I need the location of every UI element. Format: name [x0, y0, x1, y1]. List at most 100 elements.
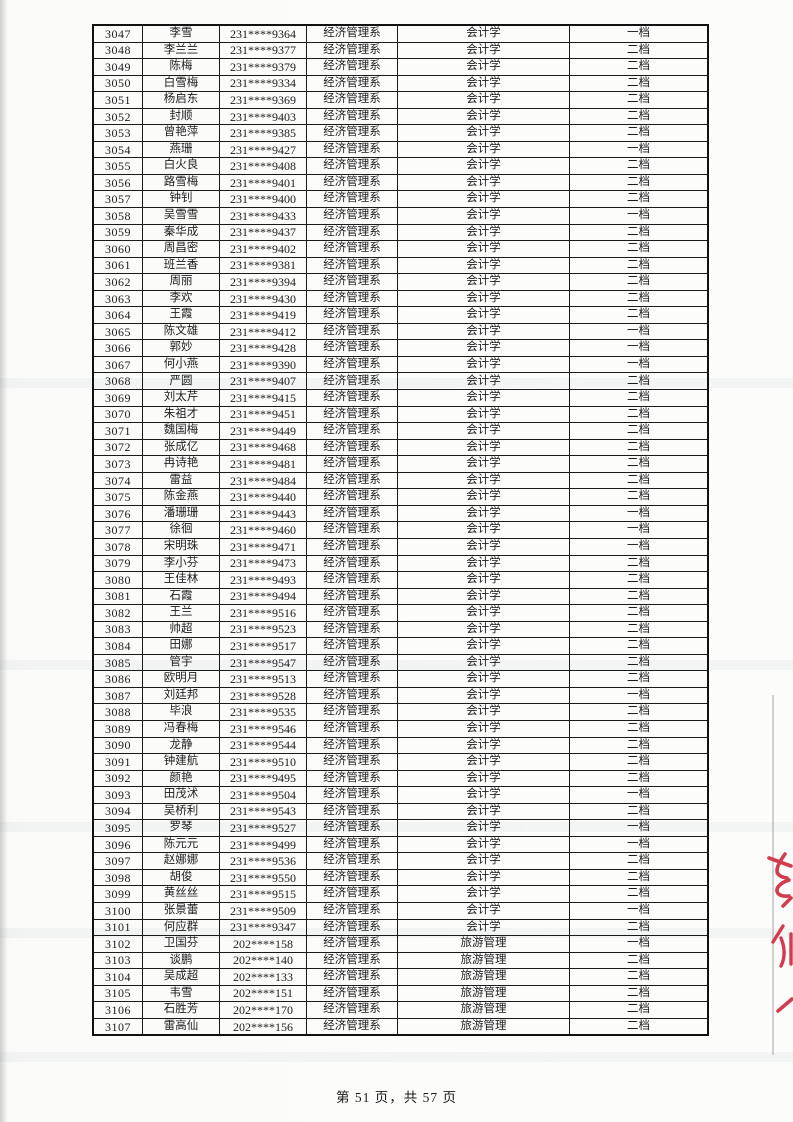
cell-masked-id-number: 231****9495	[219, 769, 307, 788]
cell-major: 会计学	[397, 537, 570, 556]
cell-major: 会计学	[397, 355, 570, 374]
cell-student-name: 李兰兰	[142, 41, 220, 60]
cell-student-name: 周昌密	[142, 240, 220, 258]
cell-masked-id-number: 231****9430	[219, 289, 307, 308]
table-row: 3049 陈梅 231****9379 经济管理系 会计学 二档	[92, 58, 709, 76]
cell-major: 会计学	[397, 107, 570, 126]
cell-masked-id-number: 231****9381	[219, 256, 307, 275]
cell-serial-number: 3078	[92, 537, 143, 556]
table-row: 3072 张成亿 231****9468 经济管理系 会计学 二档	[92, 438, 709, 457]
cell-department: 经济管理系	[306, 736, 398, 755]
cell-department: 经济管理系	[306, 769, 398, 788]
cell-serial-number: 3051	[92, 91, 143, 109]
cell-department: 经济管理系	[306, 852, 398, 870]
cell-masked-id-number: 231****9369	[219, 91, 307, 109]
table-row: 3085 管宇 231****9547 经济管理系 会计学 二档	[92, 653, 709, 672]
cell-masked-id-number: 231****9504	[219, 786, 307, 804]
cell-serial-number: 3080	[92, 571, 143, 589]
cell-department: 经济管理系	[306, 504, 398, 523]
cell-major: 会计学	[397, 405, 570, 424]
cell-tier: 二档	[569, 58, 709, 76]
table-row: 3054 燕珊 231****9427 经济管理系 会计学 一档	[92, 140, 709, 159]
cell-tier: 二档	[569, 653, 709, 672]
cell-student-name: 雷高仙	[142, 1017, 220, 1036]
table-row: 3105 韦雪 202****151 经济管理系 旅游管理 二档	[92, 984, 709, 1003]
cell-major: 会计学	[397, 885, 570, 903]
cell-tier: 二档	[569, 852, 709, 870]
cell-serial-number: 3091	[92, 753, 143, 771]
table-row: 3107 雷高仙 202****156 经济管理系 旅游管理 二档	[92, 1017, 709, 1036]
table-row: 3058 吴雪雪 231****9433 经济管理系 会计学 一档	[92, 207, 709, 225]
cell-serial-number: 3054	[92, 140, 143, 159]
table-row: 3068 严圆 231****9407 经济管理系 会计学 二档	[92, 372, 709, 391]
table-row: 3087 刘廷邦 231****9528 经济管理系 会计学 一档	[92, 686, 709, 705]
cell-serial-number: 3095	[92, 819, 143, 837]
cell-department: 经济管理系	[306, 455, 398, 473]
cell-student-name: 罗琴	[142, 819, 220, 837]
cell-major: 会计学	[397, 455, 570, 473]
cell-department: 经济管理系	[306, 901, 398, 920]
cell-major: 旅游管理	[397, 1017, 570, 1036]
cell-serial-number: 3060	[92, 240, 143, 258]
cell-department: 经济管理系	[306, 140, 398, 159]
cell-department: 经济管理系	[306, 422, 398, 440]
cell-tier: 二档	[569, 74, 709, 93]
cell-masked-id-number: 231****9517	[219, 637, 307, 655]
cell-serial-number: 3089	[92, 719, 143, 738]
cell-department: 经济管理系	[306, 786, 398, 804]
cell-masked-id-number: 231****9394	[219, 273, 307, 291]
cell-masked-id-number: 231****9428	[219, 339, 307, 357]
cell-serial-number: 3066	[92, 339, 143, 357]
table-row: 3097 赵娜娜 231****9536 经济管理系 会计学 二档	[92, 852, 709, 870]
cell-serial-number: 3107	[92, 1017, 143, 1036]
cell-tier: 二档	[569, 703, 709, 721]
cell-major: 会计学	[397, 273, 570, 291]
cell-serial-number: 3064	[92, 306, 143, 324]
cell-masked-id-number: 231****9468	[219, 438, 307, 457]
cell-serial-number: 3101	[92, 918, 143, 937]
cell-tier: 二档	[569, 256, 709, 275]
cell-student-name: 李小芬	[142, 554, 220, 573]
cell-major: 旅游管理	[397, 951, 570, 970]
cell-student-name: 颜艳	[142, 769, 220, 788]
cell-tier: 二档	[569, 736, 709, 755]
cell-tier: 二档	[569, 91, 709, 109]
cell-department: 经济管理系	[306, 984, 398, 1003]
cell-tier: 二档	[569, 587, 709, 606]
cell-masked-id-number: 231****9499	[219, 835, 307, 854]
cell-department: 经济管理系	[306, 604, 398, 622]
cell-serial-number: 3090	[92, 736, 143, 755]
cell-major: 旅游管理	[397, 1001, 570, 1019]
table-row: 3098 胡俊 231****9550 经济管理系 会计学 二档	[92, 868, 709, 887]
cell-tier: 一档	[569, 935, 709, 953]
cell-department: 经济管理系	[306, 521, 398, 539]
cell-department: 经济管理系	[306, 157, 398, 175]
cell-masked-id-number: 231****9437	[219, 223, 307, 242]
table-row: 3080 王佳林 231****9493 经济管理系 会计学 二档	[92, 571, 709, 589]
cell-tier: 一档	[569, 322, 709, 341]
cell-tier: 一档	[569, 786, 709, 804]
cell-department: 经济管理系	[306, 173, 398, 192]
cell-student-name: 王佳林	[142, 571, 220, 589]
cell-major: 会计学	[397, 339, 570, 357]
cell-department: 经济管理系	[306, 107, 398, 126]
cell-major: 会计学	[397, 868, 570, 887]
cell-tier: 一档	[569, 140, 709, 159]
cell-tier: 二档	[569, 918, 709, 937]
table-row: 3079 李小芬 231****9473 经济管理系 会计学 二档	[92, 554, 709, 573]
cell-tier: 一档	[569, 521, 709, 539]
cell-masked-id-number: 231****9377	[219, 41, 307, 60]
table-row: 3090 龙静 231****9544 经济管理系 会计学 二档	[92, 736, 709, 755]
cell-serial-number: 3076	[92, 504, 143, 523]
cell-student-name: 帅超	[142, 620, 220, 639]
cell-tier: 二档	[569, 422, 709, 440]
cell-student-name: 韦雪	[142, 984, 220, 1003]
cell-department: 经济管理系	[306, 339, 398, 357]
cell-masked-id-number: 231****9443	[219, 504, 307, 523]
cell-department: 经济管理系	[306, 256, 398, 275]
cell-department: 经济管理系	[306, 935, 398, 953]
table-row: 3094 吴桥利 231****9543 经济管理系 会计学 二档	[92, 802, 709, 821]
cell-masked-id-number: 202****158	[219, 935, 307, 953]
cell-major: 会计学	[397, 372, 570, 391]
records-table-body: 3047 李雪 231****9364 经济管理系 会计学 一档 3048 李兰兰 231***…	[92, 24, 709, 1036]
